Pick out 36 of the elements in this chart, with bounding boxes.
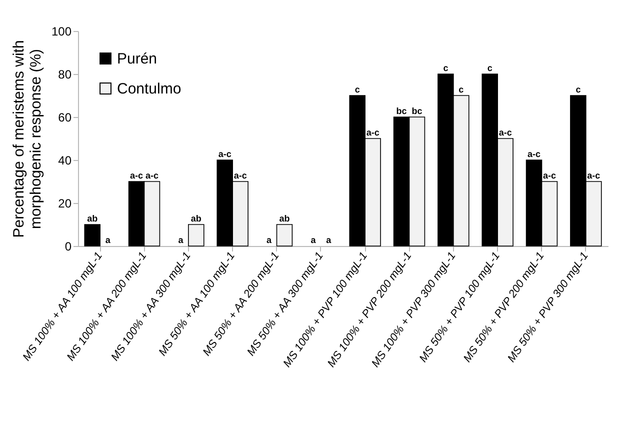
data-label: c	[354, 84, 360, 94]
data-label: a-c	[542, 170, 556, 180]
data-label: a-c	[366, 128, 380, 138]
y-tick-label: 40	[58, 154, 72, 168]
data-label: c	[458, 84, 464, 94]
data-label: a	[178, 235, 184, 245]
legend-label: Purén	[117, 50, 158, 68]
data-label: a-c	[587, 170, 600, 180]
y-tick-label: 100	[51, 24, 72, 38]
bar	[84, 224, 100, 246]
legend-label: Contulmo	[117, 80, 182, 98]
data-label: a-c	[145, 170, 158, 180]
data-label: bc	[396, 106, 407, 116]
y-tick-label: 20	[58, 196, 72, 210]
y-tick-label: 0	[64, 240, 72, 254]
data-label: a	[105, 235, 112, 245]
data-label: c	[487, 63, 492, 73]
data-label: c	[576, 84, 581, 94]
data-label: c	[443, 63, 448, 73]
y-axis-title: Percentage of meristems with morphogenic response (%)	[10, 40, 44, 238]
data-label: a-c	[498, 128, 512, 138]
bar	[276, 224, 293, 246]
data-label: a-c	[130, 170, 144, 180]
data-label: a	[310, 235, 317, 245]
data-label: a-c	[234, 170, 247, 180]
data-label: a	[326, 235, 332, 245]
data-label: a-c	[528, 149, 541, 159]
y-tick-label: 60	[58, 110, 72, 124]
data-label: ab	[87, 214, 98, 224]
bar	[188, 224, 204, 246]
y-tick-label: 80	[58, 68, 72, 82]
data-label: ab	[190, 214, 202, 224]
data-label: bc	[412, 106, 422, 116]
data-label: ab	[279, 214, 290, 224]
data-label: a	[266, 235, 273, 245]
data-label: a-c	[218, 149, 232, 159]
